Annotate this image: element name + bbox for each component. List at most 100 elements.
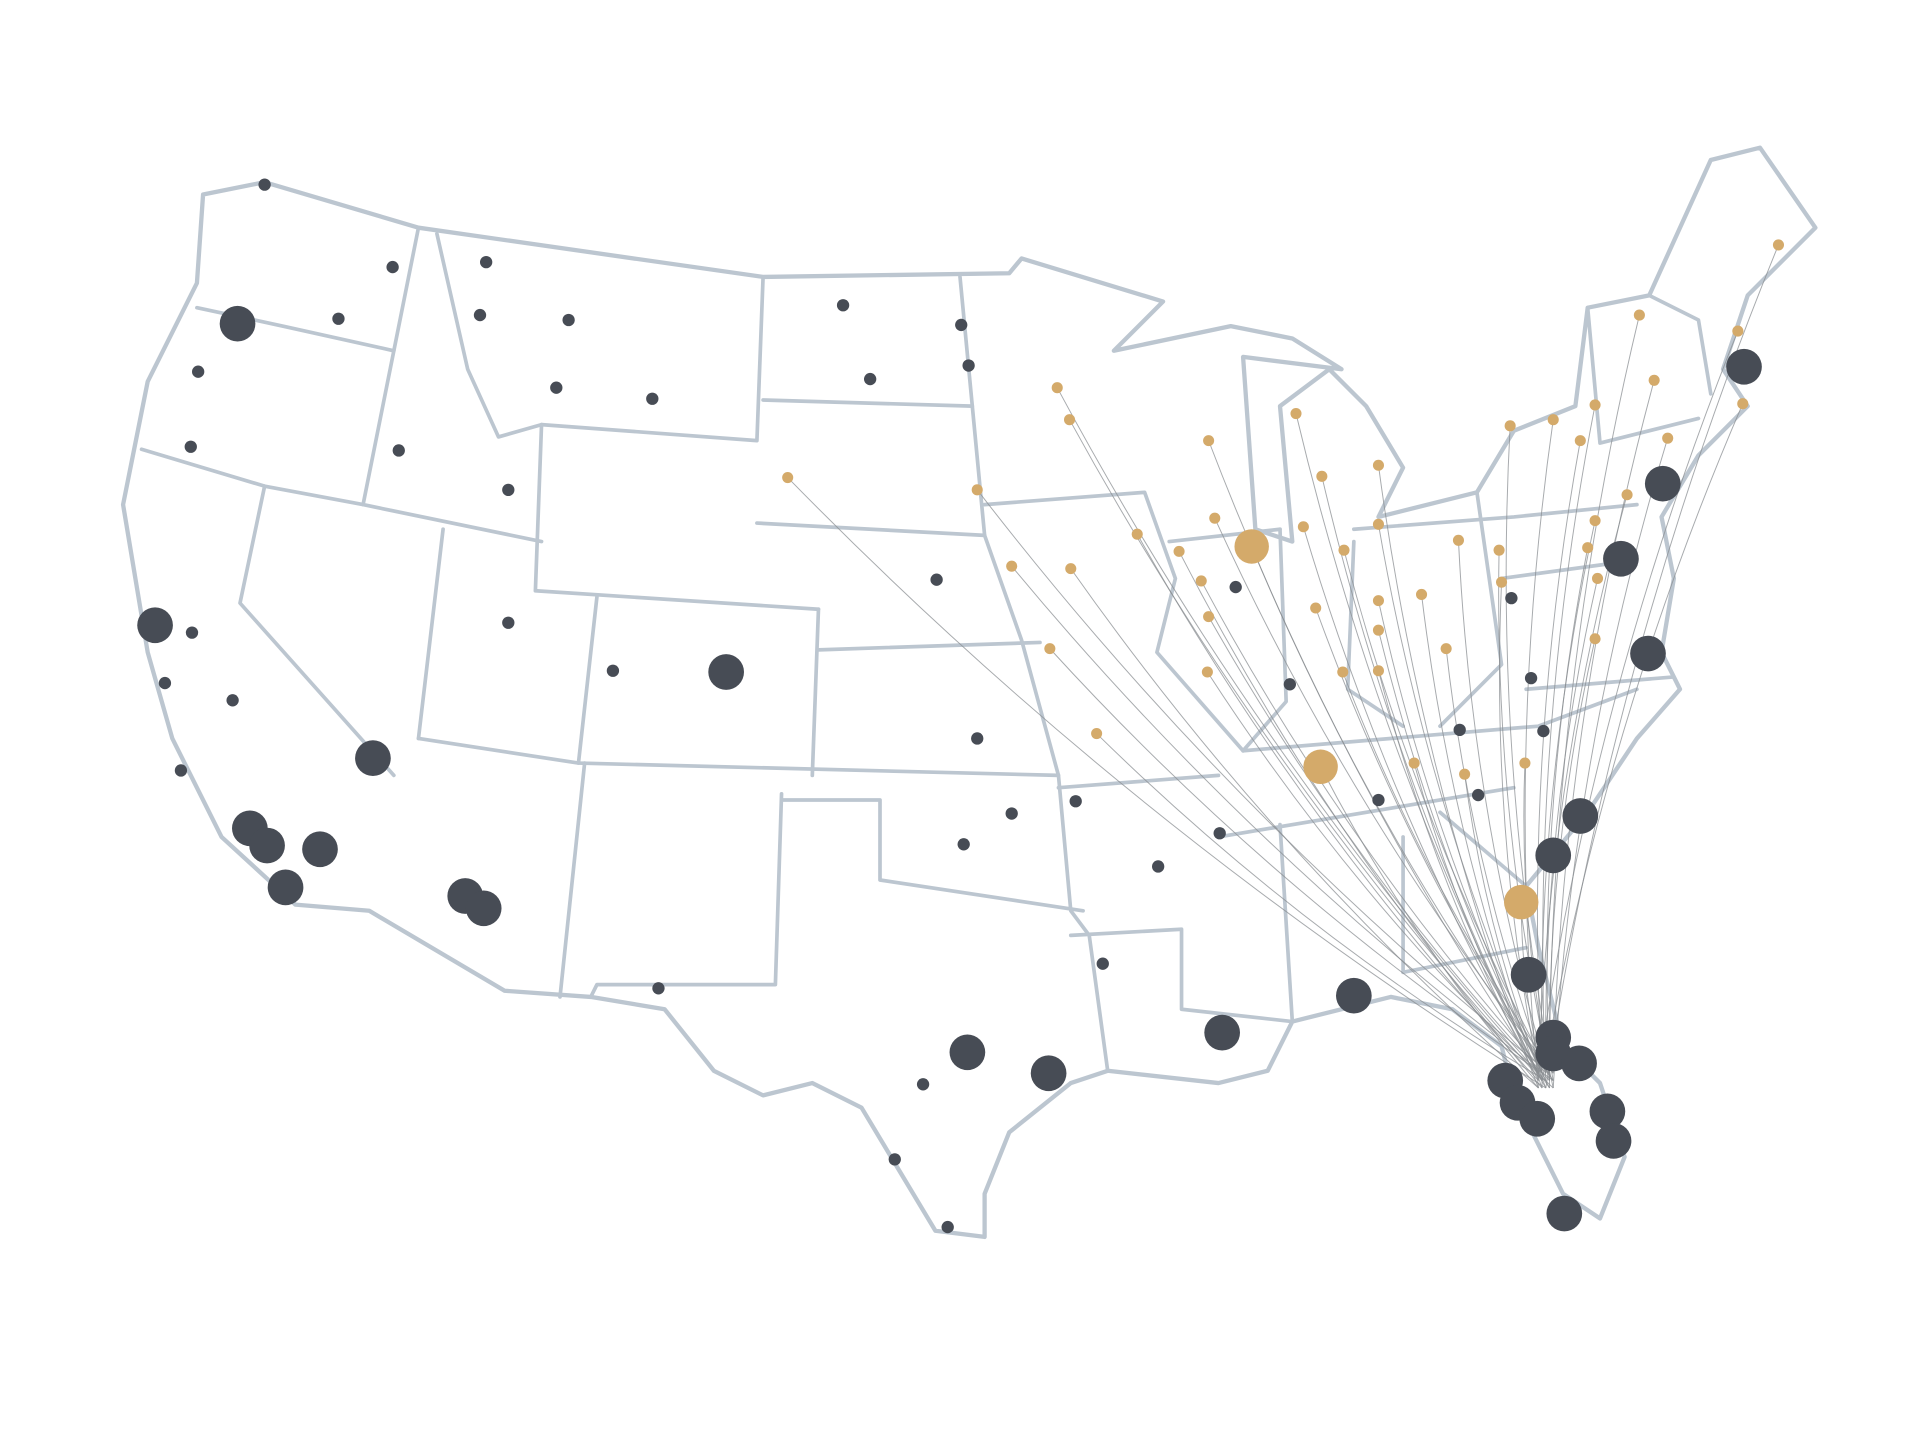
origin-dot <box>1044 643 1056 655</box>
state-border <box>1647 293 1713 396</box>
route-line <box>1377 630 1550 1089</box>
airport-hub <box>1535 837 1572 874</box>
airport-dot <box>957 838 970 851</box>
airport-dot <box>1453 723 1466 736</box>
route-line <box>1320 766 1539 1089</box>
state-border <box>576 595 599 765</box>
airport-hub <box>708 654 744 690</box>
origin-dot <box>1316 470 1328 482</box>
origin-dot <box>1372 518 1384 530</box>
airport-hub <box>1595 1123 1632 1159</box>
country-outline <box>120 145 1818 1240</box>
airport-hub <box>249 827 285 864</box>
origin-dot <box>1372 624 1384 636</box>
origin-dot <box>1519 757 1531 769</box>
route-line <box>1524 419 1554 1089</box>
origin-dot <box>1493 544 1505 556</box>
airport-hub <box>1336 977 1372 1014</box>
airport-hub <box>949 1034 986 1071</box>
state-border <box>1241 527 1288 753</box>
airport-dot <box>1229 580 1242 594</box>
route-line <box>1546 547 1589 1074</box>
route-line <box>1321 476 1543 1081</box>
airport-dot <box>652 982 665 995</box>
airport-dot <box>1069 795 1082 808</box>
route-line <box>1208 616 1550 1081</box>
airport-dot <box>184 440 197 453</box>
airport-hub <box>1561 1045 1597 1082</box>
airport-hub <box>1644 465 1681 502</box>
airport-dot <box>502 483 515 496</box>
route-line <box>1499 582 1539 1074</box>
airport-dot <box>1283 678 1296 691</box>
state-border <box>1524 675 1676 692</box>
airport-hub <box>1519 1100 1556 1137</box>
route-line <box>1545 578 1599 1074</box>
state-border <box>779 798 1085 913</box>
origin-dot <box>1209 512 1221 524</box>
origin-dot <box>782 472 794 484</box>
route-line <box>1413 762 1543 1081</box>
origin-dot <box>1633 309 1645 321</box>
origin-dot <box>1051 382 1063 394</box>
origin-dot <box>1408 757 1420 769</box>
origin-dot <box>1065 563 1077 575</box>
airport-dot <box>480 256 493 269</box>
airport-hub <box>1546 1195 1583 1232</box>
airport-dot <box>1472 788 1485 802</box>
state-border <box>1167 527 1282 544</box>
state-border <box>761 398 975 409</box>
origin-dot <box>1648 374 1660 386</box>
origin-dot <box>1504 420 1516 432</box>
route-line <box>1251 546 1554 1081</box>
airport-dot <box>1524 672 1538 685</box>
airport-dot <box>606 664 620 677</box>
state-borders <box>139 225 1713 1073</box>
origin-dot <box>1195 575 1207 587</box>
origin-dot <box>1574 435 1586 447</box>
airport-dot <box>392 444 405 457</box>
state-border <box>1585 305 1701 445</box>
state-border <box>755 521 987 538</box>
airport-hub <box>1603 540 1639 577</box>
airport-hub <box>137 607 173 644</box>
airport-dot <box>941 1220 954 1234</box>
airport-hub <box>1030 1055 1067 1092</box>
origin-dot <box>1064 414 1076 426</box>
origin-dot <box>1452 534 1464 546</box>
origin-dot <box>1589 633 1601 645</box>
route-line <box>787 477 1547 1089</box>
origin-dot <box>1772 239 1784 251</box>
origin-dot <box>1416 588 1428 600</box>
state-border <box>238 484 396 778</box>
airport-dot <box>971 732 984 745</box>
route-line <box>1069 419 1543 1081</box>
airport-hub <box>1562 798 1599 834</box>
airport-dot <box>888 1153 901 1166</box>
route-line <box>1552 380 1655 1074</box>
state-border <box>1438 810 1528 888</box>
state-border <box>435 232 765 443</box>
route-line <box>1498 550 1554 1089</box>
route-line <box>1537 330 1739 1074</box>
origin-dot <box>1582 542 1594 554</box>
airport-hub <box>465 890 502 927</box>
state-border <box>1216 785 1516 839</box>
route-line <box>976 489 1550 1074</box>
state-border <box>1241 687 1639 753</box>
origin-dot <box>1203 435 1215 447</box>
airport-dot <box>930 573 943 586</box>
origin-dot <box>1621 489 1633 501</box>
airport-dot <box>502 616 515 629</box>
origin-dot <box>1440 643 1452 655</box>
airport-dot <box>836 299 850 312</box>
origin-dot <box>1201 666 1213 678</box>
state-border <box>816 640 1042 652</box>
origin-dot <box>1290 408 1302 420</box>
airport-dot <box>473 308 487 322</box>
airport-dot <box>158 676 172 690</box>
airport-hub <box>1204 1014 1240 1051</box>
state-border <box>416 736 1061 778</box>
airport-dot <box>1537 724 1550 738</box>
